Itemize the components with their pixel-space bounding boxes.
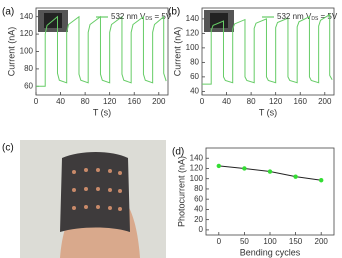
x-tick-label: 0 [200, 97, 205, 106]
data-point [242, 166, 247, 171]
plot-frame [205, 147, 335, 236]
x-tick-label: 100 [263, 237, 277, 246]
data-point [319, 178, 324, 183]
y-axis-title: Photocurrent (nA) [176, 156, 186, 227]
y-tick-label: 100 [190, 174, 204, 183]
y-tick-label: 100 [20, 47, 34, 56]
data-line [202, 13, 333, 85]
y-tick-label: 60 [24, 81, 33, 90]
y-tick-label: 120 [190, 164, 204, 173]
data-point [293, 174, 298, 179]
x-axis-title: Bending cycles [240, 247, 301, 257]
x-tick-label: 0 [217, 237, 222, 246]
x-tick-label: 50 [240, 237, 249, 246]
y-tick-label: 120 [20, 29, 34, 38]
x-axis-title: T (s) [259, 107, 277, 117]
y-tick-label: 80 [24, 64, 33, 73]
y-axis-title: Current (nA) [6, 27, 16, 77]
panel-label: (a) [2, 7, 14, 18]
y-tick-label: 20 [194, 215, 203, 224]
panel-label: (b) [168, 7, 180, 18]
data-line [36, 15, 167, 87]
y-tick-label: 80 [194, 184, 203, 193]
annotation-part: DS [145, 16, 153, 22]
annotation-part: DS [311, 16, 319, 22]
y-tick-label: 40 [190, 86, 199, 95]
annotation: VDS = 5V [306, 12, 338, 22]
x-tick-label: 120 [269, 97, 283, 106]
x-tick-label: 150 [289, 237, 303, 246]
y-tick-label: 100 [186, 43, 200, 52]
y-tick-label: 80 [190, 57, 199, 66]
annotation-part: = 5V [318, 12, 338, 21]
x-tick-label: 200 [315, 237, 329, 246]
legend-label: 532 nm [277, 12, 304, 21]
flexible-film [60, 152, 130, 232]
x-tick-label: 80 [247, 97, 256, 106]
x-tick-label: 200 [318, 97, 332, 106]
panel-label: (d) [172, 147, 184, 158]
y-tick-label: 60 [190, 72, 199, 81]
device-array [72, 168, 122, 211]
x-tick-label: 120 [103, 97, 117, 106]
x-tick-label: 40 [56, 97, 65, 106]
x-tick-label: 160 [294, 97, 308, 106]
y-tick-label: 140 [190, 153, 204, 162]
x-tick-label: 40 [222, 97, 231, 106]
data-point [267, 169, 273, 174]
x-axis-title: T (s) [93, 107, 111, 117]
plot-frame [201, 7, 335, 96]
y-tick-label: 60 [194, 194, 203, 203]
x-tick-label: 80 [81, 97, 90, 106]
photo-panel: (c) [2, 140, 166, 258]
y-axis-title: Current (nA) [172, 27, 182, 77]
x-tick-label: 200 [152, 97, 166, 106]
x-tick-label: 0 [34, 97, 39, 106]
y-tick-label: 140 [20, 12, 34, 21]
annotation-part: = 5V [152, 12, 172, 21]
x-tick-label: 160 [128, 97, 142, 106]
panel-label: (c) [2, 143, 14, 154]
data-point [216, 163, 221, 169]
legend-label: 532 nm [111, 12, 138, 21]
y-tick-label: 40 [194, 205, 203, 214]
y-tick-label: 120 [186, 28, 200, 37]
y-tick-label: 0 [199, 225, 204, 234]
y-tick-label: 140 [186, 14, 200, 23]
